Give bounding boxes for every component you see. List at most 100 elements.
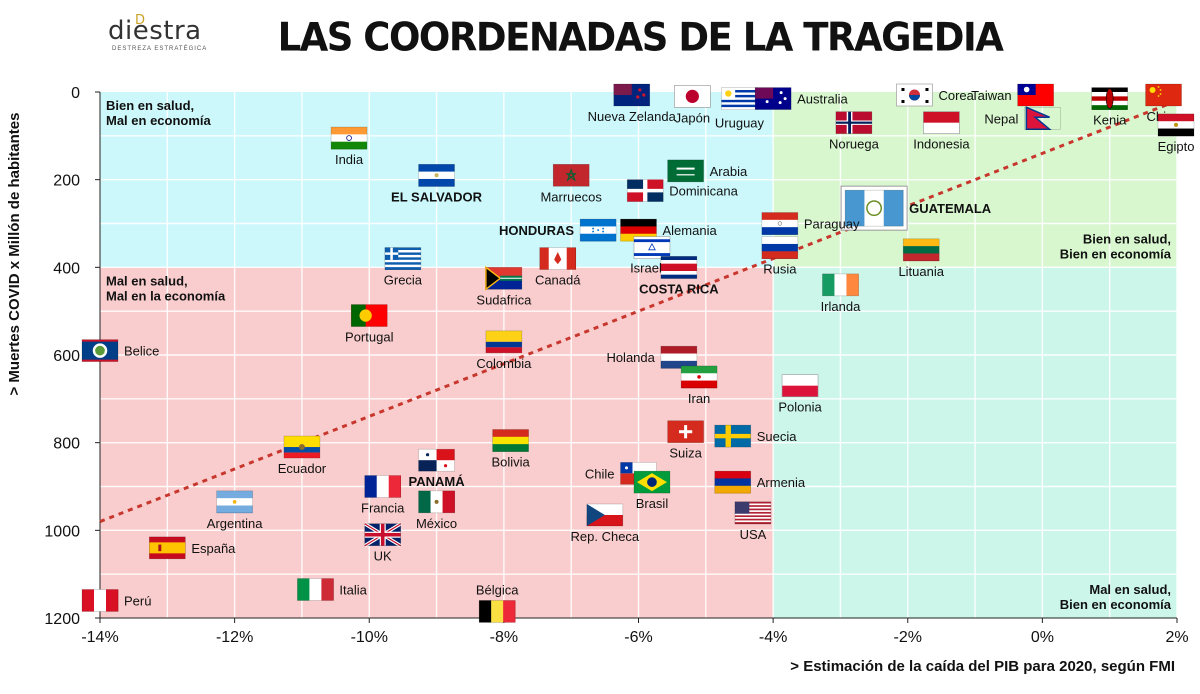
flag-nz bbox=[613, 83, 651, 107]
point-label: Noruega bbox=[829, 137, 880, 152]
point-label: Paraguay bbox=[804, 217, 860, 232]
flag-gt bbox=[840, 185, 908, 231]
point-label: Nueva Zelanda bbox=[588, 109, 677, 124]
flag-pl bbox=[781, 374, 819, 397]
point-label: Alemania bbox=[663, 223, 718, 238]
flag-se bbox=[714, 424, 752, 448]
flag-cn bbox=[1145, 83, 1182, 107]
x-tick-label: -4% bbox=[759, 629, 787, 646]
point-label: Sudafrica bbox=[476, 292, 532, 307]
flag-ch bbox=[667, 420, 704, 444]
point-label: Nepal bbox=[984, 111, 1018, 126]
x-tick-label: -2% bbox=[894, 629, 922, 646]
flag-ru bbox=[761, 236, 799, 259]
point-label: Suecia bbox=[757, 429, 798, 444]
flag-pt bbox=[350, 304, 388, 327]
x-tick-label: 2% bbox=[1165, 629, 1188, 646]
point-label: Irlanda bbox=[821, 299, 862, 314]
flag-py bbox=[761, 212, 799, 235]
point-label: Belice bbox=[124, 344, 159, 359]
point-label: USA bbox=[740, 527, 767, 542]
point-label: Brasil bbox=[636, 496, 669, 511]
point-label: Argentina bbox=[207, 516, 263, 531]
point-label: Egipto bbox=[1158, 139, 1195, 154]
point-label: Canadá bbox=[535, 273, 581, 288]
flag-gr bbox=[384, 247, 422, 270]
x-tick-label: -8% bbox=[490, 629, 518, 646]
brand-name: diestra bbox=[108, 16, 202, 46]
flag-cr bbox=[660, 256, 698, 279]
point-label: HONDURAS bbox=[499, 223, 574, 238]
point-label: Taiwan bbox=[971, 88, 1011, 103]
flag-co bbox=[485, 330, 523, 354]
flag-uy bbox=[721, 87, 758, 110]
flag-us bbox=[734, 501, 772, 525]
point-label: Australia bbox=[797, 92, 848, 107]
point-label: Colombia bbox=[476, 356, 532, 371]
flag-sa bbox=[667, 159, 704, 183]
point-label: Polonia bbox=[778, 400, 822, 415]
flag-ke bbox=[1091, 87, 1128, 110]
point-label: Francia bbox=[361, 501, 405, 516]
point-label: Iran bbox=[688, 391, 710, 406]
flag-no bbox=[835, 111, 873, 134]
x-tick-label: -6% bbox=[624, 629, 652, 646]
point-label: Lituania bbox=[898, 264, 944, 279]
flag-ma bbox=[552, 163, 590, 187]
flag-bz bbox=[81, 339, 119, 362]
point-label: India bbox=[335, 152, 364, 167]
flag-pa bbox=[418, 448, 455, 472]
quadrant-label: Bien en salud, Mal en economía bbox=[106, 98, 212, 128]
flag-sv bbox=[418, 163, 455, 187]
point-label: UK bbox=[374, 549, 392, 564]
flag-it bbox=[297, 578, 334, 601]
point-label: Israel bbox=[630, 261, 662, 276]
flag-ar bbox=[216, 490, 253, 514]
point-label: Chile bbox=[585, 466, 615, 481]
flag-nl bbox=[660, 345, 698, 369]
point-label: GUATEMALA bbox=[909, 201, 992, 216]
trend-line bbox=[99, 99, 1178, 523]
flag-lt bbox=[902, 238, 940, 262]
flag-fr bbox=[364, 475, 402, 498]
flag-hn bbox=[579, 218, 617, 242]
y-axis-label: > Muertes COVID x Millón de habitantes bbox=[6, 112, 23, 396]
point-label: Rusia bbox=[763, 262, 797, 277]
point-label: México bbox=[416, 516, 457, 531]
flag-do bbox=[626, 179, 664, 202]
point-label: Holanda bbox=[606, 350, 655, 365]
flag-np bbox=[1024, 106, 1061, 131]
point-label: PANAMÁ bbox=[409, 474, 466, 489]
point-label: Kenia bbox=[1093, 113, 1127, 128]
point-label: Italia bbox=[339, 583, 367, 598]
flag-za bbox=[485, 265, 523, 291]
point-label: Uruguay bbox=[715, 116, 765, 131]
flag-ir bbox=[680, 365, 718, 389]
flag-be bbox=[478, 600, 516, 623]
y-tick-label: 0 bbox=[71, 85, 80, 102]
point-label: Dominicana bbox=[669, 184, 738, 199]
point-label: España bbox=[191, 541, 236, 556]
point-label: Ecuador bbox=[278, 461, 327, 476]
x-tick-label: -14% bbox=[81, 629, 118, 646]
chart-title: LAS COORDENADAS DE LA TRAGEDIA bbox=[277, 14, 1004, 61]
point-label: Arabia bbox=[710, 164, 748, 179]
y-tick-label: 800 bbox=[53, 436, 80, 453]
quadrant-label: Mal en salud, Bien en economía bbox=[1060, 582, 1172, 612]
point-label: Corea bbox=[938, 88, 974, 103]
point-label: Japón bbox=[675, 110, 710, 125]
point-label: Portugal bbox=[345, 330, 394, 345]
point-label: Bélgica bbox=[476, 582, 519, 597]
y-tick-label: 600 bbox=[53, 348, 80, 365]
flag-es bbox=[149, 536, 186, 560]
flag-ec bbox=[283, 435, 321, 459]
point-label: COSTA RICA bbox=[639, 281, 719, 296]
x-axis-label: > Estimación de la caída del PIB para 20… bbox=[790, 658, 1175, 675]
flag-in bbox=[330, 126, 368, 150]
flag-cz bbox=[586, 503, 624, 527]
quadrant-label: Mal en salud, Mal en la economía bbox=[106, 273, 226, 303]
flag-am bbox=[714, 470, 752, 494]
flag-pe bbox=[81, 589, 119, 612]
brand-mark: D bbox=[135, 13, 146, 28]
